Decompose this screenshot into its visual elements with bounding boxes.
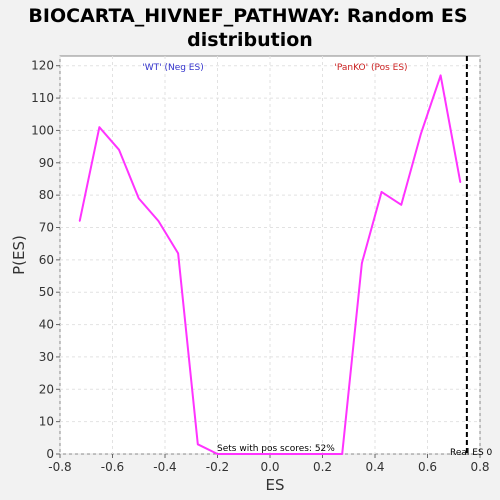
y-tick-label: 80 bbox=[39, 188, 54, 202]
pos-scores-annotation: Sets with pos scores: 52% bbox=[217, 444, 335, 454]
y-ticks: 0 10 20 30 40 50 60 70 80 90 100 110 120 bbox=[31, 59, 60, 461]
x-tick-label: -0.4 bbox=[153, 460, 176, 474]
series-point bbox=[256, 453, 258, 455]
x-tick-label: -0.8 bbox=[48, 460, 71, 474]
series-point bbox=[78, 220, 81, 222]
y-tick-label: 10 bbox=[39, 415, 54, 429]
series-point bbox=[275, 453, 278, 455]
y-tick-label: 100 bbox=[31, 123, 54, 137]
series-point bbox=[400, 204, 403, 206]
series-point bbox=[295, 453, 298, 455]
series-point bbox=[157, 220, 160, 222]
series-point bbox=[420, 132, 422, 135]
x-tick-label: -0.2 bbox=[206, 460, 229, 474]
series-point bbox=[341, 453, 343, 455]
series-point bbox=[197, 443, 199, 446]
y-tick-label: 110 bbox=[31, 91, 54, 105]
y-tick-label: 20 bbox=[39, 382, 54, 396]
x-tick-label: 0.8 bbox=[470, 460, 489, 474]
x-tick-label: 0.6 bbox=[418, 460, 437, 474]
series-point bbox=[439, 74, 442, 77]
y-tick-label: 30 bbox=[39, 350, 54, 364]
series-point bbox=[315, 453, 317, 455]
x-tick-label: -0.6 bbox=[101, 460, 124, 474]
pos-es-label: 'PanKO' (Pos ES) bbox=[334, 63, 407, 73]
y-tick-label: 40 bbox=[39, 318, 54, 332]
series-group bbox=[78, 74, 462, 455]
y-tick-label: 70 bbox=[39, 220, 54, 234]
series-point bbox=[177, 252, 179, 255]
series-point bbox=[118, 149, 120, 151]
x-tick-label: 0.2 bbox=[313, 460, 332, 474]
y-axis-label: P(ES) bbox=[10, 235, 28, 275]
neg-es-label: 'WT' (Neg ES) bbox=[142, 63, 203, 73]
y-tick-label: 90 bbox=[39, 156, 54, 170]
y-tick-label: 120 bbox=[31, 59, 54, 73]
real-es-label: Real ES 0 bbox=[450, 448, 493, 458]
y-tick-label: 50 bbox=[39, 285, 54, 299]
chart-title-line1: BIOCARTA_HIVNEF_PATHWAY: Random ES bbox=[28, 5, 467, 27]
y-tick-label: 0 bbox=[46, 447, 54, 461]
chart-title-line2: distribution bbox=[187, 29, 313, 51]
y-tick-label: 60 bbox=[39, 253, 54, 267]
series-point bbox=[459, 181, 462, 183]
series-point bbox=[137, 197, 140, 200]
series-point bbox=[236, 453, 238, 455]
x-tick-label: 0.4 bbox=[365, 460, 384, 474]
series-point bbox=[380, 191, 383, 193]
series-point bbox=[216, 453, 219, 455]
series-point bbox=[98, 126, 101, 128]
x-ticks: -0.8 -0.6 -0.4 -0.2 0.0 0.2 0.4 0.6 0.8 bbox=[48, 454, 490, 474]
series-point bbox=[334, 453, 337, 455]
series-point bbox=[361, 262, 363, 264]
x-axis-label: ES bbox=[266, 476, 285, 494]
x-tick-label: 0.0 bbox=[260, 460, 279, 474]
